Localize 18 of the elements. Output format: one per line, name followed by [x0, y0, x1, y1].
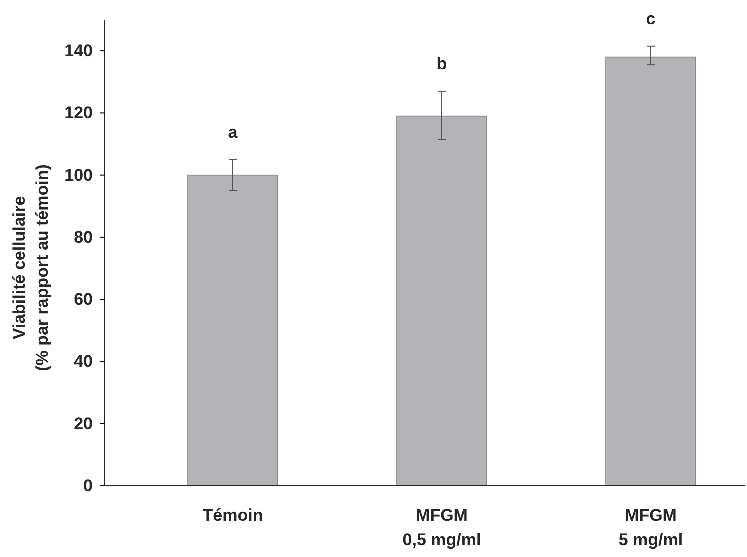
y-tick-label: 20 [74, 414, 93, 434]
x-tick-label: MFGM 5 mg/ml [618, 506, 684, 550]
annotation: b [436, 54, 448, 74]
y-tick-label: 100 [64, 166, 93, 185]
bar [396, 116, 488, 486]
y-tick-label: 140 [64, 42, 93, 61]
annotation: a [228, 122, 238, 142]
y-tick-label: 60 [74, 290, 93, 310]
y-tick-label: 80 [74, 228, 93, 247]
x-tick-label: MFGM 0,5 mg/ml [402, 506, 482, 550]
y-tick-label: 0 [84, 476, 93, 496]
y-axis-title: Viabilité cellulaire (% par rapport au témoin) [10, 164, 52, 372]
bar [606, 56, 696, 486]
y-tick-label: 40 [74, 352, 93, 372]
annotation: c [646, 9, 656, 28]
y-tick-label: 120 [64, 104, 93, 123]
x-tick-label: Témoin [202, 506, 264, 525]
bar [188, 174, 278, 486]
